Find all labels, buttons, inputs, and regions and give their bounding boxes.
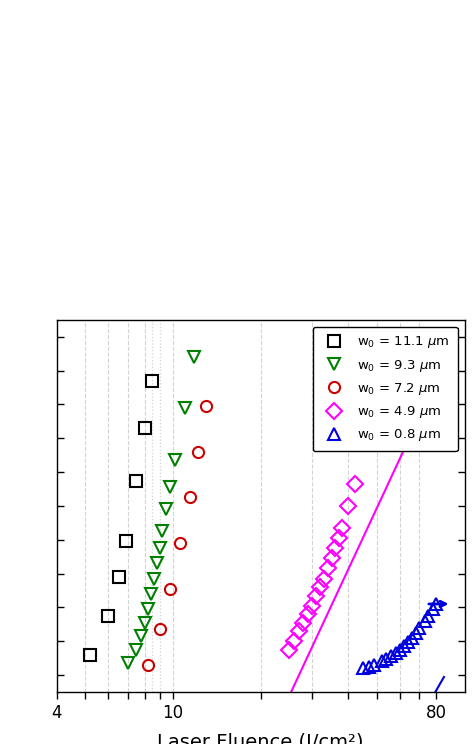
- X-axis label: Laser Fluence (J/cm²): Laser Fluence (J/cm²): [157, 733, 364, 744]
- Legend: w$_0$ = 11.1 $\mu$m, w$_0$ = 9.3 $\mu$m, w$_0$ = 7.2 $\mu$m, w$_0$ = 4.9 $\mu$m,: w$_0$ = 11.1 $\mu$m, w$_0$ = 9.3 $\mu$m,…: [312, 327, 458, 452]
